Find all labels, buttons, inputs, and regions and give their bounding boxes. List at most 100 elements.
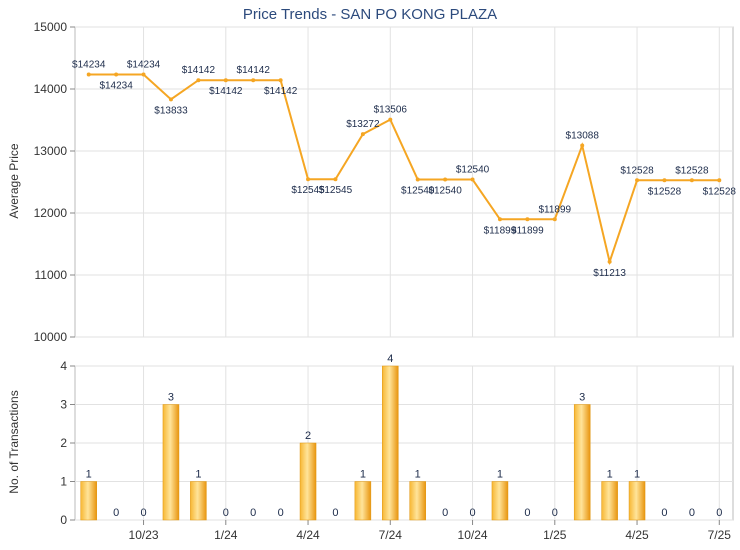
price-point bbox=[470, 177, 475, 182]
x-tick-label: 10/24 bbox=[458, 528, 488, 542]
price-point bbox=[86, 72, 91, 77]
transaction-count-label: 2 bbox=[305, 430, 311, 442]
transaction-count-label: 1 bbox=[86, 469, 92, 481]
x-tick-label: 1/24 bbox=[214, 528, 238, 542]
transaction-bar bbox=[601, 481, 618, 521]
transaction-count-label: 0 bbox=[250, 507, 256, 519]
price-data-label: $12528 bbox=[648, 186, 682, 197]
price-point bbox=[278, 78, 283, 83]
transaction-bar bbox=[409, 481, 426, 521]
price-point bbox=[497, 217, 502, 222]
transaction-bar bbox=[190, 481, 207, 521]
price-point bbox=[251, 78, 256, 83]
price-data-label: $12540 bbox=[401, 186, 435, 197]
x-tick-label: 1/25 bbox=[543, 528, 567, 542]
price-point bbox=[223, 78, 228, 83]
price-data-label: $12528 bbox=[675, 165, 709, 176]
transaction-count-label: 0 bbox=[442, 507, 448, 519]
y-tick-label: 10000 bbox=[34, 330, 68, 344]
price-point bbox=[360, 132, 365, 137]
transaction-count-label: 1 bbox=[360, 469, 366, 481]
y-tick-label: 4 bbox=[60, 359, 67, 373]
transaction-bar bbox=[491, 481, 509, 521]
transaction-bar bbox=[162, 404, 180, 521]
y-tick-label: 0 bbox=[60, 513, 67, 527]
y-tick-label: 11000 bbox=[35, 268, 68, 282]
transaction-count-label: 0 bbox=[689, 507, 695, 519]
price-data-label: $14234 bbox=[127, 59, 161, 70]
transaction-count-label: 1 bbox=[607, 469, 613, 481]
price-point bbox=[635, 178, 640, 183]
price-data-label: $12528 bbox=[703, 186, 737, 197]
transaction-bar bbox=[382, 365, 399, 521]
x-tick-label: 7/25 bbox=[708, 528, 732, 542]
y-axis-label-transactions: No. of Transactions bbox=[7, 390, 21, 493]
y-tick-label: 3 bbox=[60, 398, 67, 412]
transaction-bar bbox=[354, 481, 372, 521]
price-data-label: $12545 bbox=[319, 185, 353, 196]
plot-frame-price bbox=[74, 26, 734, 338]
price-data-label: $13272 bbox=[346, 119, 380, 130]
transaction-count-label: 3 bbox=[579, 392, 585, 404]
y-tick-label: 12000 bbox=[34, 206, 68, 220]
price-data-label: $11899 bbox=[538, 204, 571, 215]
price-point bbox=[141, 72, 146, 77]
price-point bbox=[306, 177, 311, 182]
price-point bbox=[333, 177, 338, 182]
x-tick-label: 4/24 bbox=[296, 528, 320, 542]
transaction-count-label: 0 bbox=[469, 507, 475, 519]
x-tick-label: 10/23 bbox=[129, 528, 159, 542]
price-point bbox=[114, 72, 119, 77]
transaction-count-label: 0 bbox=[552, 507, 558, 519]
transaction-count-label: 0 bbox=[716, 507, 722, 519]
y-tick-label: 1 bbox=[60, 475, 67, 489]
price-point bbox=[717, 178, 722, 183]
transaction-bar bbox=[80, 481, 97, 521]
transaction-count-label: 1 bbox=[415, 469, 421, 481]
y-tick-label: 13000 bbox=[34, 144, 68, 158]
price-point bbox=[580, 143, 585, 148]
price-series-line bbox=[88, 73, 720, 266]
price-data-label: $11899 bbox=[511, 225, 544, 236]
x-tick-label: 7/24 bbox=[379, 528, 403, 542]
price-data-label: $12540 bbox=[456, 165, 490, 176]
transaction-count-label: 0 bbox=[524, 507, 530, 519]
price-point bbox=[662, 178, 667, 183]
y-tick-label: 14000 bbox=[34, 82, 68, 96]
x-tick-label: 4/25 bbox=[625, 528, 649, 542]
transaction-count-label: 3 bbox=[168, 392, 174, 404]
price-data-label: $13506 bbox=[374, 105, 408, 116]
price-data-label: $13088 bbox=[566, 131, 600, 142]
transaction-count-label: 1 bbox=[497, 469, 503, 481]
price-point bbox=[196, 78, 201, 83]
chart-title: Price Trends - SAN PO KONG PLAZA bbox=[242, 6, 498, 23]
price-data-label: $11213 bbox=[593, 268, 626, 279]
price-data-label: $14234 bbox=[99, 80, 133, 91]
transaction-count-label: 0 bbox=[113, 507, 119, 519]
transaction-count-label: 0 bbox=[661, 507, 667, 519]
price-point bbox=[689, 178, 694, 183]
transaction-count-label: 0 bbox=[140, 507, 146, 519]
transaction-count-label: 0 bbox=[332, 507, 338, 519]
price-point bbox=[607, 259, 612, 264]
transaction-bar bbox=[299, 442, 317, 521]
price-data-label: $12540 bbox=[428, 186, 462, 197]
transaction-count-label: 1 bbox=[195, 469, 201, 481]
transaction-count-label: 4 bbox=[387, 353, 393, 365]
price-point bbox=[552, 217, 557, 222]
price-data-label: $13833 bbox=[154, 105, 188, 116]
transaction-count-label: 0 bbox=[223, 507, 229, 519]
price-point bbox=[388, 117, 393, 122]
transaction-count-label: 0 bbox=[278, 507, 284, 519]
price-data-label: $14142 bbox=[264, 86, 298, 97]
transaction-bar bbox=[573, 404, 591, 521]
price-data-label: $12528 bbox=[620, 165, 654, 176]
price-data-label: $14142 bbox=[182, 65, 216, 76]
y-tick-label: 15000 bbox=[34, 20, 68, 34]
price-data-label: $11899 bbox=[484, 225, 517, 236]
price-point bbox=[443, 177, 448, 182]
price-data-label: $12545 bbox=[291, 185, 325, 196]
y-tick-label: 2 bbox=[60, 436, 67, 450]
